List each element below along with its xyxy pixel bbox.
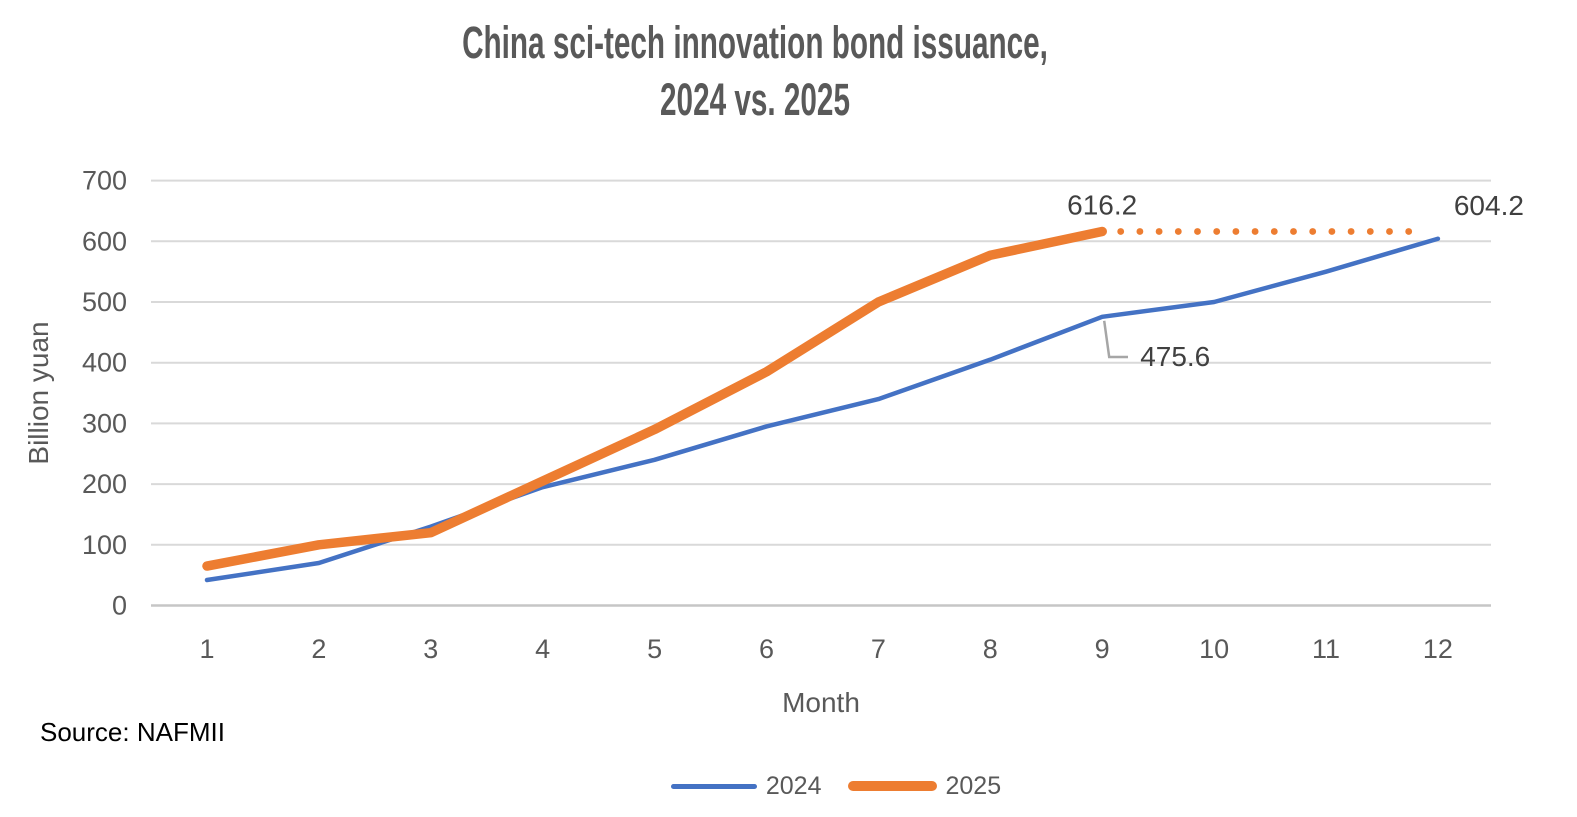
chart-legend: 2024 2025 (621, 771, 1051, 801)
y-tick-label: 100 (82, 530, 127, 560)
x-tick-label: 11 (1312, 634, 1340, 664)
projection-dot (1309, 228, 1317, 235)
series-line-2024 (204, 236, 1441, 583)
legend-swatch-2024 (670, 783, 757, 789)
x-tick-label: 6 (759, 634, 774, 664)
y-tick-label: 500 (82, 287, 127, 317)
x-tick-label: 5 (647, 634, 662, 664)
chart-title-line1: China sci-tech innovation bond issuance, (462, 17, 1048, 68)
x-axis-title: Month (782, 687, 860, 718)
projection-dot (1117, 228, 1125, 235)
data-label-604.2: 604.2 (1454, 190, 1524, 221)
series-line-2025 (202, 226, 1107, 571)
projection-dot (1405, 228, 1413, 235)
legend-label-2024: 2024 (765, 771, 822, 800)
x-tick-label: 1 (199, 634, 214, 664)
projection-dot (1155, 228, 1163, 235)
x-tick-label: 3 (423, 634, 438, 664)
projection-dot (1194, 228, 1201, 235)
projection-dot (1347, 228, 1355, 235)
y-tick-label: 700 (82, 166, 127, 196)
x-tick-label: 7 (871, 634, 886, 664)
y-axis-title: Billion yuan (23, 321, 54, 464)
callout-line (1102, 320, 1128, 359)
x-tick-label: 9 (1095, 634, 1110, 664)
legend-swatch-2025 (847, 781, 937, 791)
y-tick-label: 200 (82, 469, 127, 499)
projection-dot (1290, 228, 1297, 235)
x-tick-label: 4 (535, 634, 550, 664)
projection-dot (1174, 228, 1182, 235)
chart-title-line2: 2024 vs. 2025 (660, 74, 850, 125)
legend-label-2025: 2025 (945, 771, 1002, 800)
y-tick-label: 600 (82, 226, 127, 256)
x-tick-label: 12 (1423, 634, 1453, 664)
x-tick-label: 2 (311, 634, 326, 664)
projection-dot (1270, 228, 1278, 235)
legend-item-2024: 2024 (670, 771, 822, 801)
projection-dot (1213, 228, 1221, 235)
data-label-475.6: 475.6 (1140, 341, 1210, 372)
legend-item-2025: 2025 (847, 771, 1002, 801)
projection-dot (1366, 228, 1374, 235)
y-tick-label: 400 (82, 348, 127, 378)
projection-dot (1386, 228, 1393, 235)
y-tick-label: 300 (82, 408, 127, 438)
source-note: Source: NAFMII (40, 717, 225, 747)
x-tick-label: 8 (983, 634, 998, 664)
x-tick-label: 10 (1199, 634, 1229, 664)
projection-dot (1251, 228, 1259, 235)
y-tick-label: 0 (112, 591, 127, 621)
projection-dot (1136, 228, 1144, 235)
projection-dot (1232, 228, 1240, 235)
chart-title: China sci-tech innovation bond issuance,… (257, 14, 1254, 128)
projection-dot (1328, 228, 1336, 235)
data-label-616.2: 616.2 (1067, 189, 1137, 220)
